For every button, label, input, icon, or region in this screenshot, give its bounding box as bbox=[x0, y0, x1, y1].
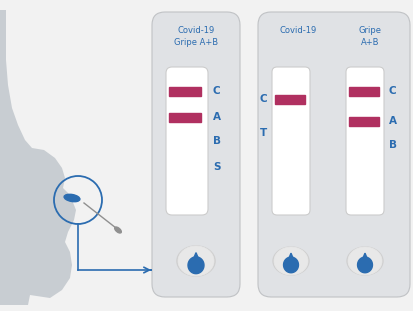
FancyBboxPatch shape bbox=[169, 113, 201, 122]
Text: Covid-19: Covid-19 bbox=[279, 26, 316, 35]
Polygon shape bbox=[189, 253, 202, 268]
Text: A: A bbox=[388, 116, 396, 126]
FancyBboxPatch shape bbox=[257, 12, 409, 297]
FancyBboxPatch shape bbox=[169, 87, 201, 96]
Text: S: S bbox=[212, 162, 220, 172]
Ellipse shape bbox=[114, 227, 121, 233]
Text: Covid-19
Gripe A+B: Covid-19 Gripe A+B bbox=[173, 26, 218, 47]
FancyBboxPatch shape bbox=[345, 67, 383, 215]
Ellipse shape bbox=[272, 246, 309, 276]
FancyBboxPatch shape bbox=[152, 12, 240, 297]
Text: C: C bbox=[388, 86, 396, 96]
Text: B: B bbox=[212, 136, 221, 146]
Text: T: T bbox=[259, 128, 266, 138]
Polygon shape bbox=[358, 253, 370, 267]
Polygon shape bbox=[188, 257, 204, 274]
Polygon shape bbox=[357, 257, 372, 273]
Text: A: A bbox=[212, 112, 221, 122]
FancyBboxPatch shape bbox=[166, 67, 207, 215]
Ellipse shape bbox=[176, 245, 215, 277]
Polygon shape bbox=[0, 10, 76, 305]
Polygon shape bbox=[283, 257, 298, 273]
Ellipse shape bbox=[273, 247, 307, 275]
Polygon shape bbox=[285, 253, 296, 267]
Ellipse shape bbox=[178, 246, 214, 276]
Text: C: C bbox=[212, 86, 220, 96]
Ellipse shape bbox=[345, 246, 383, 276]
Ellipse shape bbox=[347, 247, 381, 275]
FancyBboxPatch shape bbox=[271, 67, 309, 215]
Ellipse shape bbox=[64, 194, 80, 202]
Text: B: B bbox=[388, 140, 396, 150]
FancyBboxPatch shape bbox=[274, 95, 304, 104]
Text: Gripe
A+B: Gripe A+B bbox=[358, 26, 380, 47]
Text: C: C bbox=[259, 94, 266, 104]
FancyBboxPatch shape bbox=[348, 117, 378, 126]
FancyBboxPatch shape bbox=[348, 87, 378, 96]
